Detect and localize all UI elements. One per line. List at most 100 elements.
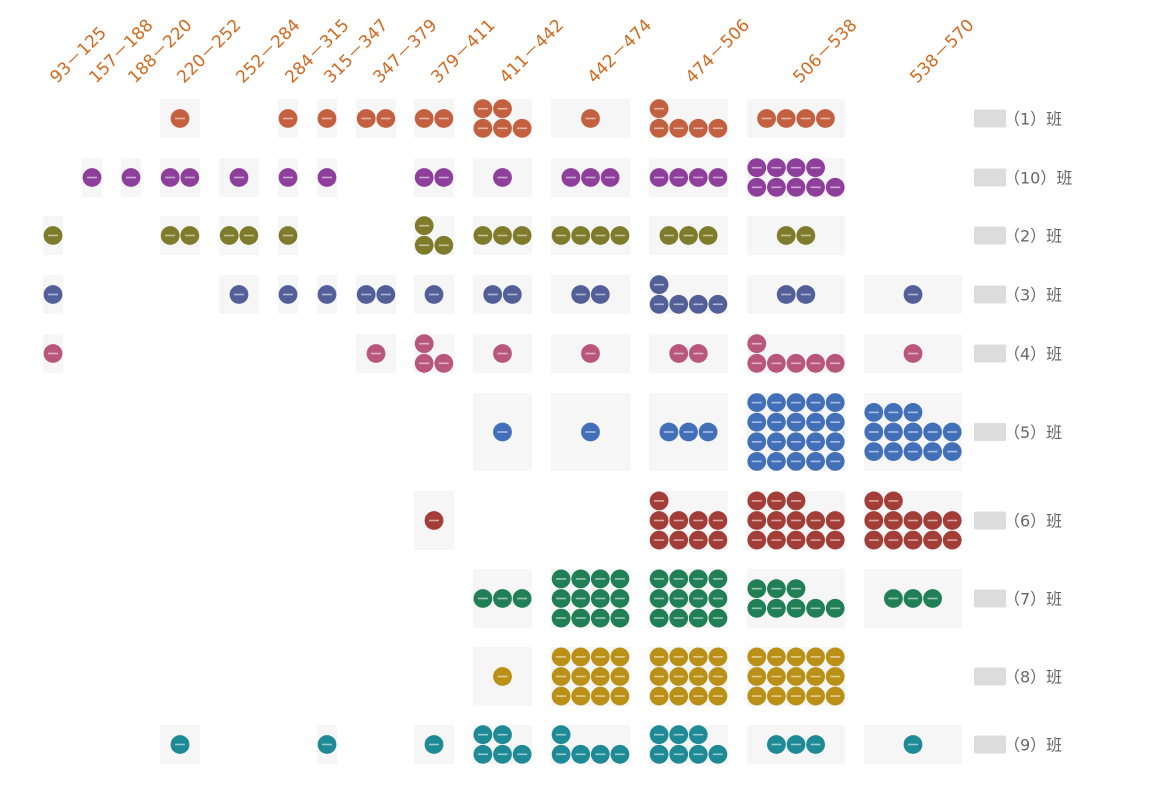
dot-label-mark	[908, 411, 918, 414]
dot-label-mark	[683, 431, 694, 433]
dot-label-mark	[477, 234, 488, 237]
redacted-name-block	[974, 285, 1006, 304]
dot-label-mark	[751, 500, 762, 502]
dot-label-mark	[673, 539, 684, 541]
dot-label-mark	[693, 127, 704, 130]
dot-label-mark	[751, 362, 762, 365]
dot-label-mark	[751, 587, 762, 590]
dot-label-mark	[575, 597, 586, 600]
dot-label-mark	[673, 303, 684, 306]
redacted-name-block	[974, 344, 1006, 363]
dot-label-mark	[654, 107, 665, 110]
dot-label-mark	[791, 460, 801, 463]
dot-label-mark	[947, 431, 958, 433]
dot-label-mark	[673, 695, 684, 697]
dot-label-mark	[791, 500, 801, 502]
dot-label-mark	[595, 597, 606, 600]
dot-label-mark	[585, 176, 596, 179]
dot-label-mark	[234, 176, 244, 179]
dot-label-mark	[497, 675, 508, 678]
dot-label-mark	[429, 743, 439, 746]
dot-label-mark	[654, 578, 665, 580]
dot-label-mark	[419, 176, 430, 179]
column-labels: 93－125157－188188－220220－252252－284284－31…	[46, 15, 978, 87]
dot-label-mark	[595, 617, 606, 619]
dot-label-mark	[497, 753, 508, 756]
dot-label-mark	[888, 519, 899, 522]
dot-label-mark	[810, 401, 821, 404]
dot-label-mark	[487, 293, 498, 296]
dot-label-mark	[712, 656, 723, 658]
column-label: 474－506	[682, 15, 754, 87]
dot-label-mark	[791, 656, 801, 658]
dot-label-mark	[477, 753, 488, 756]
dot-label-mark	[673, 733, 684, 736]
dot-label-mark	[908, 539, 918, 541]
cell-background	[747, 216, 845, 255]
dot-label-mark	[419, 362, 430, 365]
row-label: （6）班	[1004, 512, 1062, 531]
dot-label-mark	[497, 733, 508, 736]
dot-label-mark	[761, 117, 772, 120]
cell-background	[747, 569, 845, 628]
row-label: （3）班	[1004, 286, 1062, 305]
dot-label-mark	[791, 743, 801, 746]
dot-label-mark	[322, 743, 332, 746]
dot-label-mark	[810, 607, 821, 610]
redacted-name-block	[974, 423, 1006, 441]
dot-label-mark	[908, 352, 918, 355]
dot-label-mark	[673, 656, 684, 658]
dot-label-mark	[556, 656, 567, 658]
dot-label-mark	[673, 176, 684, 179]
dot-label-mark	[908, 293, 918, 296]
dot-label-mark	[595, 753, 606, 756]
dot-label-mark	[712, 539, 723, 541]
dot-label-mark	[419, 117, 430, 120]
dot-label-mark	[888, 431, 899, 433]
dot-label-mark	[712, 578, 723, 580]
dot-label-mark	[791, 607, 801, 610]
dot-label-mark	[575, 753, 586, 756]
dot-label-mark	[751, 519, 762, 522]
dot-label-mark	[595, 234, 606, 237]
dot-label-mark	[751, 421, 762, 423]
dot-label-mark	[791, 519, 801, 522]
dot-label-mark	[497, 107, 508, 110]
cell-background	[473, 275, 532, 314]
dot-label-mark	[380, 293, 391, 296]
dot-label-mark	[791, 186, 801, 189]
dot-label-mark	[556, 578, 567, 580]
dot-label-mark	[48, 352, 58, 355]
dot-label-mark	[438, 362, 449, 365]
dot-label-mark	[791, 695, 801, 697]
dot-label-mark	[556, 234, 567, 237]
dot-label-mark	[712, 675, 723, 678]
dot-label-mark	[673, 352, 684, 355]
dot-label-mark	[820, 117, 831, 120]
dot-label-mark	[927, 597, 938, 600]
dot-label-mark	[507, 293, 518, 296]
dot-label-mark	[517, 597, 528, 600]
dot-label-mark	[693, 176, 704, 179]
dot-label-mark	[771, 362, 782, 365]
dot-label-mark	[781, 293, 792, 296]
dot-label-mark	[565, 176, 576, 179]
dot-label-mark	[888, 450, 899, 453]
dot-label-mark	[283, 176, 293, 179]
dot-label-mark	[654, 617, 665, 619]
dot-label-mark	[87, 176, 97, 179]
dot-label-mark	[654, 303, 665, 306]
dot-label-mark	[663, 234, 674, 237]
dot-label-mark	[927, 431, 938, 433]
dot-label-mark	[556, 753, 567, 756]
cell-background	[551, 275, 630, 314]
dot-label-mark	[751, 186, 762, 189]
dot-label-mark	[868, 519, 879, 522]
dot-label-mark	[712, 597, 723, 600]
dot-label-mark	[673, 519, 684, 522]
dot-label-mark	[830, 539, 841, 541]
dot-label-mark	[175, 117, 185, 120]
dot-label-mark	[810, 460, 821, 463]
dot-label-mark	[575, 293, 586, 296]
row-label: （5）班	[1004, 423, 1062, 442]
